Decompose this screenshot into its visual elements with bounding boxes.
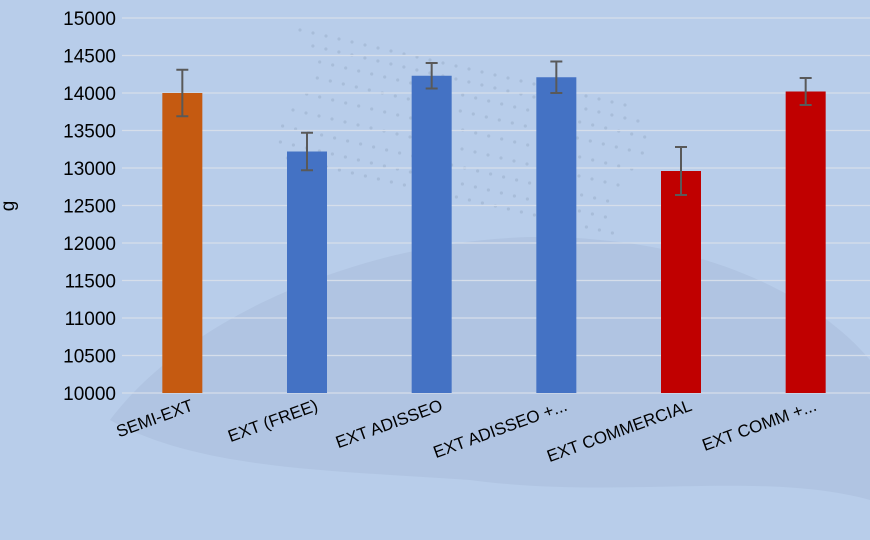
error-bar [550, 60, 563, 94]
error-bar [425, 62, 438, 90]
y-tick-label: 10000 [63, 384, 116, 405]
error-bar [301, 131, 313, 172]
y-tick-label: 10500 [63, 347, 116, 368]
error-bar [176, 68, 189, 118]
fish-watermark-shape [110, 236, 870, 500]
bar [661, 171, 701, 393]
y-axis-tick-labels: 10000 10500 11000 11500 12000 12500 13000 13500… [63, 9, 116, 405]
y-tick-label: 13000 [63, 159, 116, 180]
bar [536, 77, 577, 393]
error-bar [799, 77, 812, 106]
y-tick-label: 12500 [63, 197, 116, 218]
y-axis-label: g [0, 201, 19, 212]
bar [287, 151, 327, 393]
bar [785, 91, 826, 393]
y-tick-label: 12000 [63, 234, 116, 255]
dot-pattern-decoration [278, 28, 647, 235]
gridlines [122, 17, 870, 394]
error-bar [675, 146, 687, 196]
y-tick-label: 13500 [63, 122, 116, 143]
bar [411, 75, 452, 393]
error-bars [176, 60, 812, 196]
y-tick-label: 14000 [63, 84, 116, 105]
bars [162, 75, 826, 393]
y-tick-label: 14500 [63, 47, 116, 68]
bar [162, 93, 203, 393]
y-tick-label: 15000 [63, 9, 116, 30]
y-tick-label: 11500 [65, 272, 116, 293]
y-tick-label: 11000 [65, 309, 116, 330]
